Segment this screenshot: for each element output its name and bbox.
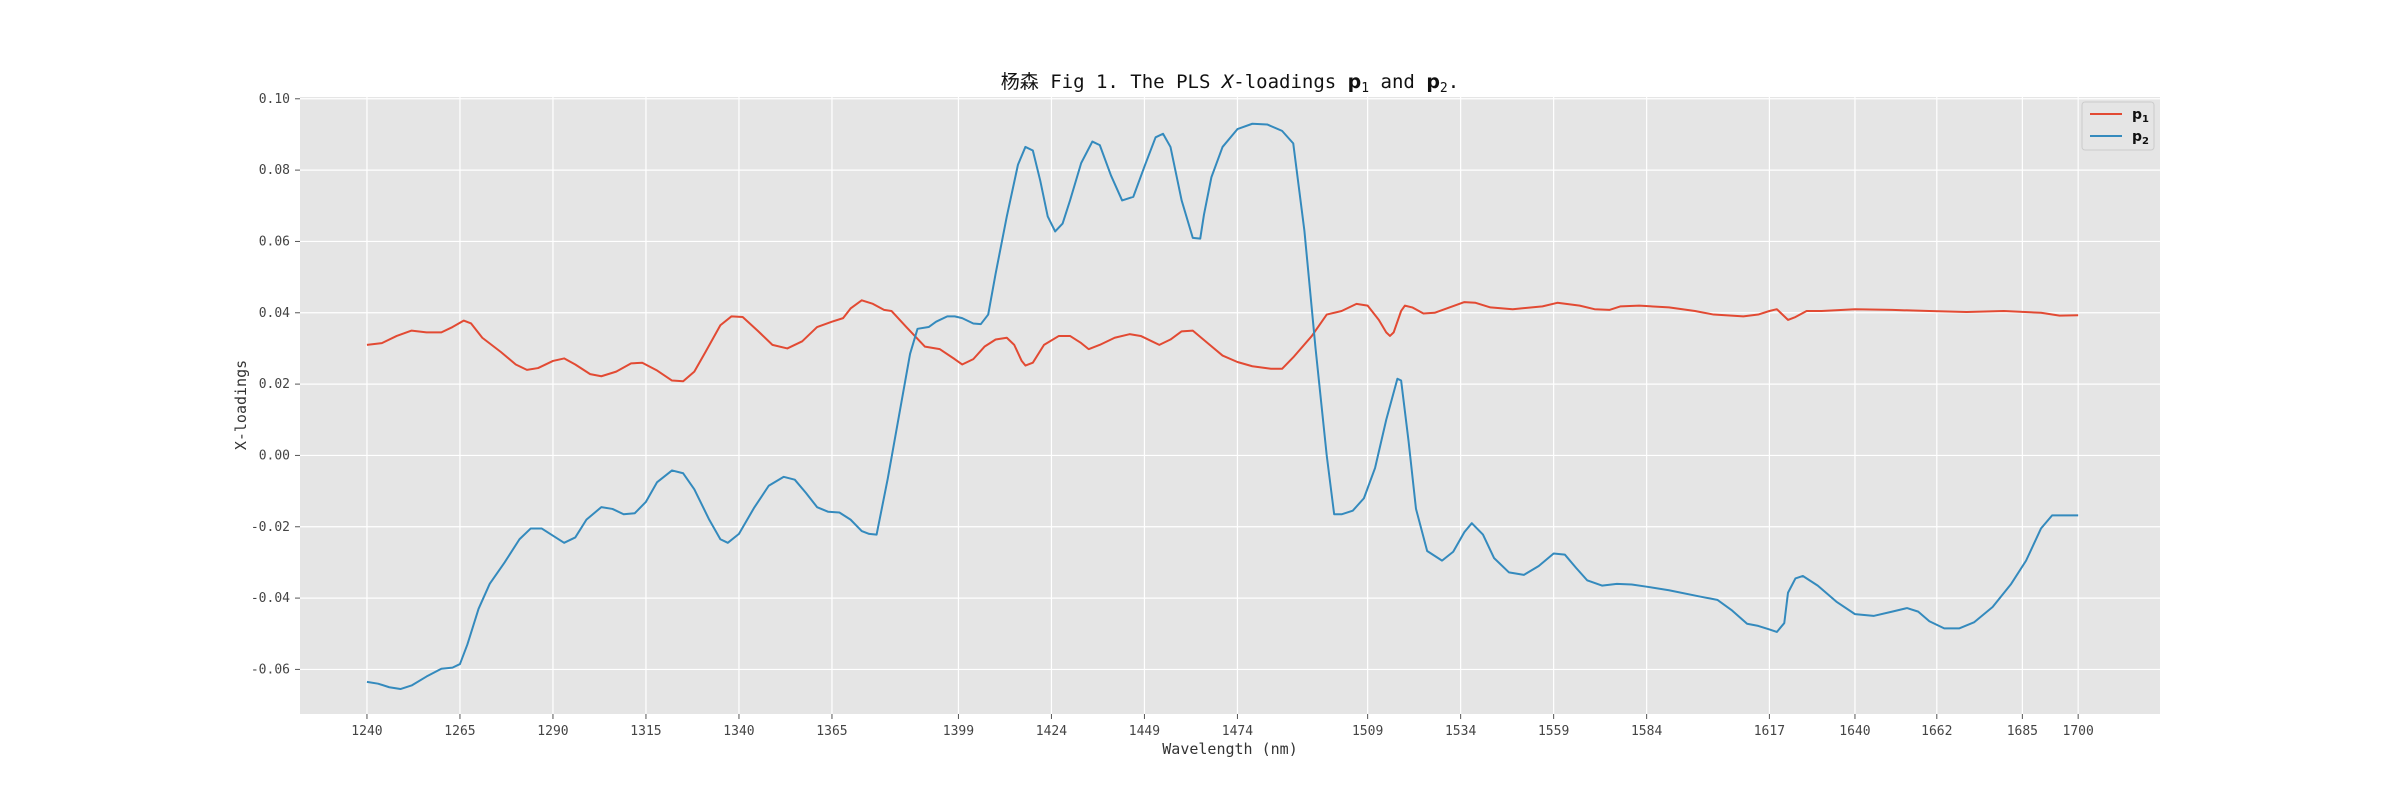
x-tick-label: 1584 <box>1631 724 1662 739</box>
y-tick-label: 0.00 <box>259 448 290 463</box>
title-p2-base: p <box>1426 71 1440 93</box>
x-axis-ticks: 1240 1265 1290 1315 1340 1365 1399 1424 1449 1474… <box>351 714 2094 739</box>
legend-p1-sub: 1 <box>2142 114 2149 125</box>
legend-label-p1: p1 <box>2132 107 2149 125</box>
x-tick-label: 1290 <box>537 724 568 739</box>
x-tick-label: 1617 <box>1754 724 1785 739</box>
x-tick-label: 1534 <box>1445 724 1476 739</box>
title-end: . <box>1448 71 1459 93</box>
y-axis-label: X-loadings <box>232 360 250 450</box>
grid-lines <box>300 97 2160 714</box>
y-tick-label: -0.02 <box>251 520 290 535</box>
x-tick-label: 1399 <box>943 724 974 739</box>
x-tick-label: 1509 <box>1352 724 1383 739</box>
y-tick-label: 0.02 <box>259 377 290 392</box>
x-tick-label: 1449 <box>1129 724 1160 739</box>
plot-background <box>300 97 2160 714</box>
y-tick-label: -0.04 <box>251 591 290 606</box>
title-p1-base: p <box>1348 71 1362 93</box>
x-tick-label: 1685 <box>2007 724 2038 739</box>
x-tick-label: 1559 <box>1538 724 1569 739</box>
x-tick-label: 1662 <box>1921 724 1952 739</box>
title-x-variable: X <box>1220 71 1235 93</box>
legend-p2-base: p <box>2132 129 2142 145</box>
legend-p1-base: p <box>2132 107 2142 123</box>
legend-p2-sub: 2 <box>2142 136 2149 147</box>
chart-title: 杨森 Fig 1. The PLS X-loadings p1 and p2. <box>1001 71 1459 96</box>
x-tick-label: 1265 <box>444 724 475 739</box>
y-axis-ticks: -0.06 -0.04 -0.02 0.00 0.02 0.04 0.06 0.08 0.10 <box>251 92 300 677</box>
y-tick-label: 0.08 <box>259 163 290 178</box>
legend: p1 p2 <box>2081 101 2155 151</box>
x-tick-label: 1315 <box>630 724 661 739</box>
series-line-p2 <box>366 122 2079 691</box>
legend-label-p2: p2 <box>2132 129 2149 147</box>
y-tick-label: 0.06 <box>259 234 290 249</box>
title-and: and <box>1369 71 1426 93</box>
x-axis-label: Wavelength (nm) <box>1162 740 1297 758</box>
x-tick-label: 1700 <box>2063 724 2094 739</box>
x-tick-label: 1240 <box>351 724 382 739</box>
title-p1-sub: 1 <box>1361 81 1369 96</box>
x-tick-label: 1365 <box>816 724 847 739</box>
x-tick-label: 1424 <box>1036 724 1067 739</box>
y-tick-label: 0.10 <box>259 92 290 107</box>
y-tick-label: -0.06 <box>251 662 290 677</box>
title-mid: -loadings <box>1233 71 1347 93</box>
x-tick-label: 1474 <box>1222 724 1253 739</box>
title-p2-sub: 2 <box>1440 81 1448 96</box>
x-tick-label: 1640 <box>1839 724 1870 739</box>
x-tick-label: 1340 <box>723 724 754 739</box>
series-lines <box>366 122 2079 691</box>
y-tick-label: 0.04 <box>259 306 290 321</box>
title-prefix: 杨森 Fig 1. The PLS <box>1001 71 1222 93</box>
series-line-p1 <box>366 299 2079 383</box>
